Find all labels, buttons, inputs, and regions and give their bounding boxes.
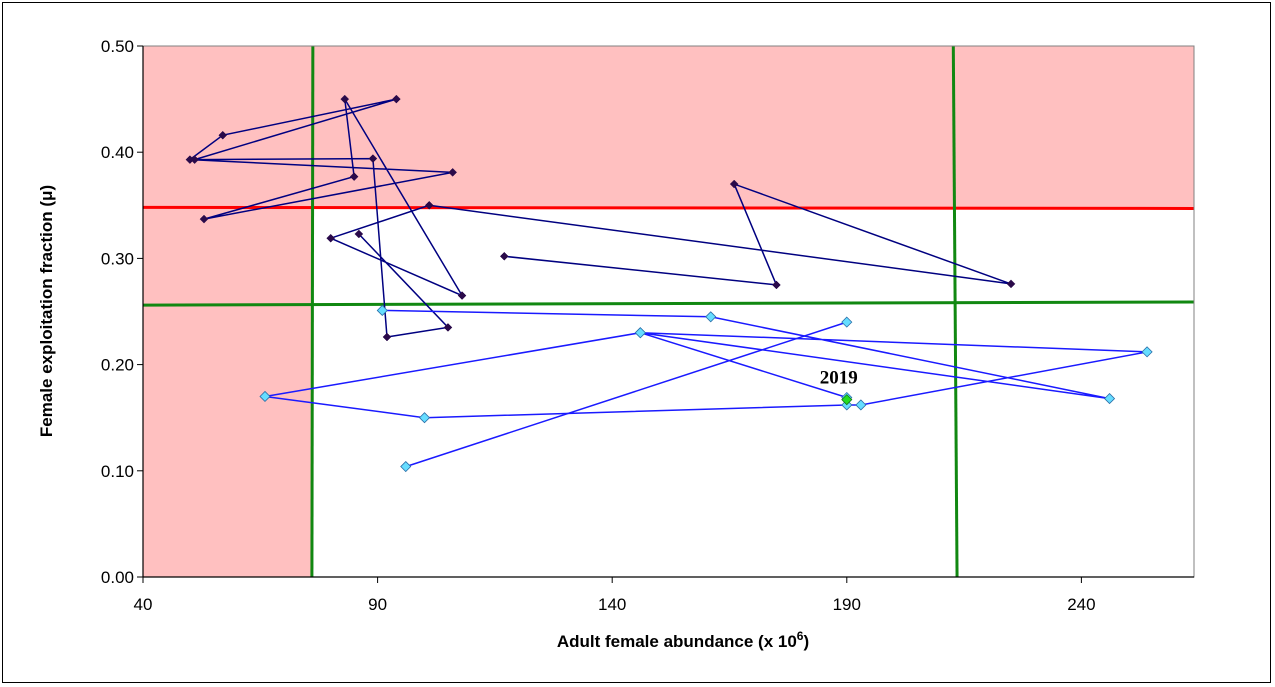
- series-2-point-1: [841, 316, 853, 328]
- y-tick-label-5: 0.50: [101, 37, 134, 56]
- series-1-point-2: [1103, 393, 1116, 405]
- series-0-point-7: [340, 94, 350, 104]
- y-tick-label-4: 0.40: [101, 143, 134, 162]
- series-2-line: [405, 321, 848, 468]
- series-0-point-6: [457, 291, 467, 300]
- tick-labels: 40 90 140 190 240 0.00 0.10 0.20 0.30 0.40 0.50: [101, 37, 1096, 614]
- series-1-line: [264, 309, 1148, 419]
- series-0-point-0: [499, 251, 509, 261]
- series-0-point-4: [424, 200, 434, 210]
- x-tick-label-0: 40: [134, 595, 153, 614]
- series-0-point-8: [349, 172, 359, 181]
- y-tick-label-3: 0.30: [101, 249, 134, 268]
- series-1-point-8: [1141, 346, 1153, 358]
- x-tick-label-4: 240: [1067, 595, 1095, 614]
- danger-zone-0: [143, 46, 312, 577]
- red-horizontal-reference-line-0: [142, 205, 1195, 210]
- series-0-point-14: [190, 155, 199, 164]
- series-0-point-2: [729, 179, 739, 189]
- latest-year-label: 2019: [820, 368, 858, 389]
- series-0-point-1: [772, 280, 781, 290]
- green-vertical-reference-line-3: [951, 45, 959, 578]
- x-tick-label-2: 140: [598, 595, 626, 614]
- series-0-point-9: [199, 214, 209, 224]
- series-1-point-9: [634, 327, 646, 339]
- latest-point-marker: [841, 394, 853, 406]
- danger-zone-1: [311, 46, 1194, 209]
- series-1-point-1: [705, 311, 717, 323]
- series-0-point-18: [354, 229, 364, 239]
- series-2-point-0: [400, 460, 412, 473]
- series-0-point-16: [382, 332, 392, 342]
- reference-lines: [142, 45, 1195, 578]
- series-0-point-17: [443, 323, 453, 332]
- y-tick-label-2: 0.20: [101, 356, 134, 375]
- series-markers: [185, 94, 1153, 473]
- series-0-point-13: [392, 94, 401, 104]
- series-1-point-0: [376, 304, 388, 317]
- series-0-point-3: [1006, 279, 1016, 289]
- series-0-point-12: [218, 130, 228, 140]
- x-tick-label-1: 90: [368, 595, 387, 614]
- series-0-point-5: [326, 233, 336, 243]
- x-tick-label-3: 190: [833, 595, 861, 614]
- y-tick-label-1: 0.10: [101, 462, 134, 481]
- series-0-point-15: [368, 154, 378, 163]
- y-tick-label-0: 0.00: [101, 568, 134, 587]
- axes: [142, 46, 1194, 578]
- green-horizontal-reference-line-1: [142, 300, 1195, 307]
- shaded-zones: [143, 46, 1194, 577]
- series-1-point-7: [855, 399, 867, 411]
- x-axis-title: Adult female abundance (x 106): [557, 629, 809, 651]
- series-1-point-5: [418, 412, 431, 424]
- green-vertical-reference-line-2: [310, 45, 315, 578]
- series-0-point-10: [448, 168, 458, 177]
- series-1-point-4: [259, 390, 271, 403]
- y-axis-title: Female exploitation fraction (μ): [37, 185, 56, 437]
